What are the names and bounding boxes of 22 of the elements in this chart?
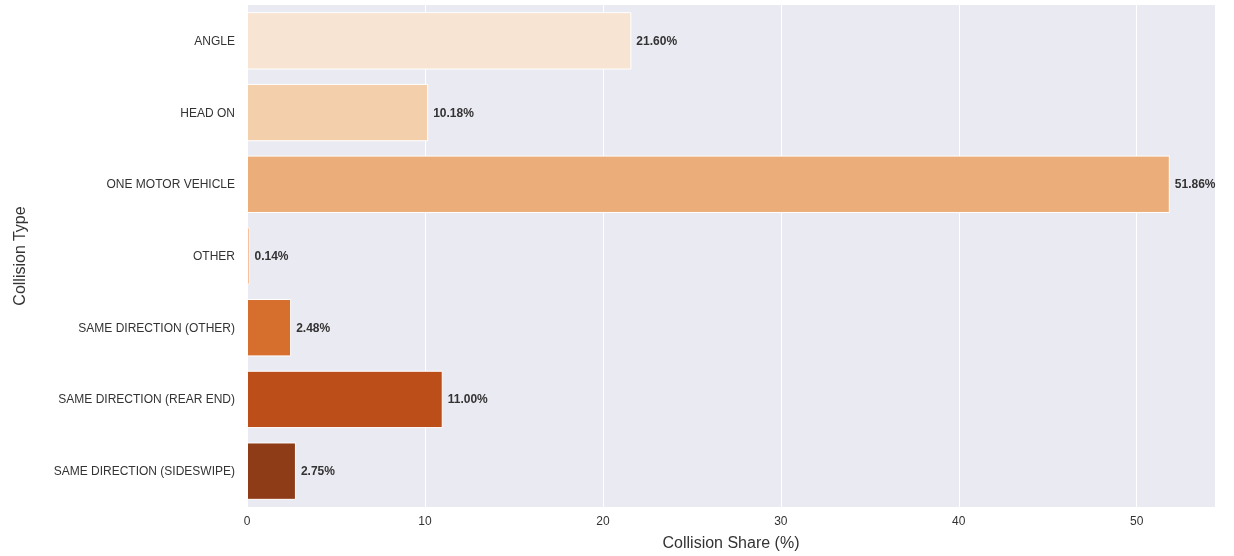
data-label: 0.14% xyxy=(254,249,289,263)
y-tick-label: SAME DIRECTION (OTHER) xyxy=(78,320,235,335)
y-axis-title: Collision Type xyxy=(10,206,28,306)
x-axis-title: Collision Share (%) xyxy=(662,533,800,551)
x-tick-label: 50 xyxy=(1130,514,1144,528)
data-label: 11.00% xyxy=(447,392,489,407)
y-tick-label: OTHER xyxy=(193,249,236,263)
y-tick-label: ONE MOTOR VEHICLE xyxy=(106,177,235,192)
data-label: 10.18% xyxy=(433,105,475,120)
data-label: 21.60% xyxy=(636,33,678,48)
data-label: 2.75% xyxy=(300,464,336,479)
x-tick-label: 0 xyxy=(243,514,251,528)
x-tick-label: 40 xyxy=(952,514,966,528)
x-tick-label: 20 xyxy=(596,514,610,528)
x-tick-label: 30 xyxy=(774,514,788,528)
y-tick-label: HEAD ON xyxy=(180,105,235,120)
data-label: 2.48% xyxy=(296,320,331,335)
y-tick-label: SAME DIRECTION (REAR END) xyxy=(58,392,235,407)
data-label: 51.86% xyxy=(1174,177,1216,192)
y-tick-label: ANGLE xyxy=(194,33,235,48)
y-tick-label: SAME DIRECTION (SIDESWIPE) xyxy=(53,464,235,479)
x-tick-label: 10 xyxy=(418,514,432,528)
